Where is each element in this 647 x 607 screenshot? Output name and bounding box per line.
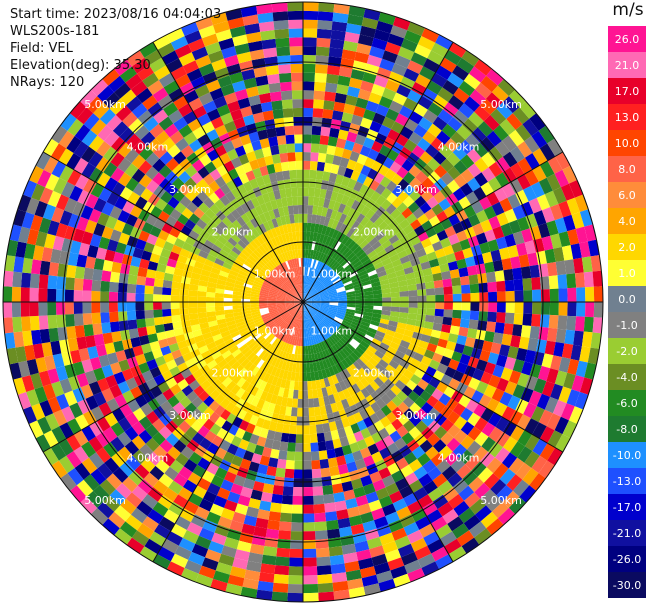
range-label: 5.00km xyxy=(84,494,126,507)
azimuth-line xyxy=(42,301,304,453)
colorbar-swatch xyxy=(608,234,646,261)
colorbar-tick: -17.0 xyxy=(613,501,641,514)
range-label: 3.00km xyxy=(395,183,437,196)
range-label: 3.00km xyxy=(169,409,211,422)
colorbar-tick: -26.0 xyxy=(613,553,641,566)
ray-count: NRays: 120 xyxy=(10,75,85,90)
colorbar-swatch xyxy=(608,390,646,417)
range-label: 4.00km xyxy=(438,452,480,465)
azimuth-line xyxy=(152,301,304,563)
colorbar-swatch xyxy=(608,494,646,521)
colorbar-swatch xyxy=(608,468,646,495)
scan-info: Start time: 2023/08/16 04:04:03 WLS200s-… xyxy=(10,6,221,91)
colorbar-swatch xyxy=(608,572,646,598)
colorbar-swatch xyxy=(608,208,646,235)
colorbar-swatch xyxy=(608,364,646,391)
colorbar-swatch xyxy=(608,416,646,443)
range-label: 1.00km xyxy=(311,268,353,281)
colorbar-swatch xyxy=(608,338,646,365)
azimuth-line xyxy=(302,41,454,303)
range-label: 2.00km xyxy=(353,225,395,238)
colorbar-swatch xyxy=(608,260,646,287)
range-label: 1.00km xyxy=(254,268,296,281)
range-label: 5.00km xyxy=(480,494,522,507)
colorbar-tick: 2.0 xyxy=(618,241,636,254)
range-label: 3.00km xyxy=(169,183,211,196)
range-label: 4.00km xyxy=(127,140,169,153)
colorbar-tick: -4.0 xyxy=(616,371,637,384)
range-label: 1.00km xyxy=(254,324,296,337)
azimuth-line xyxy=(302,301,454,563)
colorbar-tick: 26.0 xyxy=(615,33,640,46)
colorbar-swatch xyxy=(608,156,646,183)
colorbar-tick: 21.0 xyxy=(615,59,640,72)
colorbar-swatch xyxy=(608,26,646,53)
colorbar-tick: 6.0 xyxy=(618,189,636,202)
range-label: 3.00km xyxy=(395,409,437,422)
azimuth-line xyxy=(302,151,564,303)
azimuth-line xyxy=(302,301,564,453)
range-label: 2.00km xyxy=(353,367,395,380)
colorbar-tick: 1.0 xyxy=(618,267,636,280)
colorbar-tick: -6.0 xyxy=(616,397,637,410)
colorbar-unit: m/s xyxy=(612,0,644,20)
colorbar-tick: 4.0 xyxy=(618,215,636,228)
field-name: Field: VEL xyxy=(10,41,73,56)
colorbar-swatch xyxy=(608,546,646,573)
elevation-angle: Elevation(deg): 35.30 xyxy=(10,58,151,73)
colorbar-tick: -10.0 xyxy=(613,449,641,462)
colorbar-tick: 13.0 xyxy=(615,111,640,124)
azimuth-line xyxy=(42,151,304,303)
colorbar-tick: 17.0 xyxy=(615,85,640,98)
colorbar-swatch xyxy=(608,104,646,131)
colorbar-tick: -1.0 xyxy=(616,319,637,332)
colorbar-tick: -13.0 xyxy=(613,475,641,488)
colorbar-tick: -30.0 xyxy=(613,579,641,592)
colorbar-tick: -21.0 xyxy=(613,527,641,540)
range-label: 4.00km xyxy=(438,140,480,153)
colorbar-tick: -2.0 xyxy=(616,345,637,358)
range-label: 4.00km xyxy=(127,452,169,465)
colorbar-swatch xyxy=(608,130,646,157)
colorbar-tick: 10.0 xyxy=(615,137,640,150)
colorbar-swatch xyxy=(608,78,646,105)
colorbar-swatch xyxy=(608,312,646,339)
colorbar-tick: 8.0 xyxy=(618,163,636,176)
range-label: 2.00km xyxy=(212,367,254,380)
colorbar-swatch xyxy=(608,182,646,209)
colorbar-tick: -8.0 xyxy=(616,423,637,436)
colorbar-swatch xyxy=(608,286,646,313)
range-label: 1.00km xyxy=(311,324,353,337)
azimuth-lines xyxy=(3,2,603,602)
range-labels: 1.00km 2.00km 3.00km 4.00km 5.00km 1.00km 2.00… xyxy=(84,98,522,507)
colorbar-swatch xyxy=(608,442,646,469)
instrument-name: WLS200s-181 xyxy=(10,24,100,39)
start-time: Start time: 2023/08/16 04:04:03 xyxy=(10,7,222,22)
colorbar-swatch xyxy=(608,52,646,79)
velocity-rays xyxy=(3,2,603,602)
azimuth-line xyxy=(152,41,304,303)
colorbar: 26.0 21.0 17.0 13.0 10.0 8.0 6.0 4.0 2.0 1.0 0.0 -1… xyxy=(608,26,646,598)
range-label: 2.00km xyxy=(212,225,254,238)
colorbar-swatch xyxy=(608,520,646,547)
range-label: 5.00km xyxy=(480,98,522,111)
range-label: 5.00km xyxy=(84,98,126,111)
colorbar-tick: 0.0 xyxy=(618,293,636,306)
